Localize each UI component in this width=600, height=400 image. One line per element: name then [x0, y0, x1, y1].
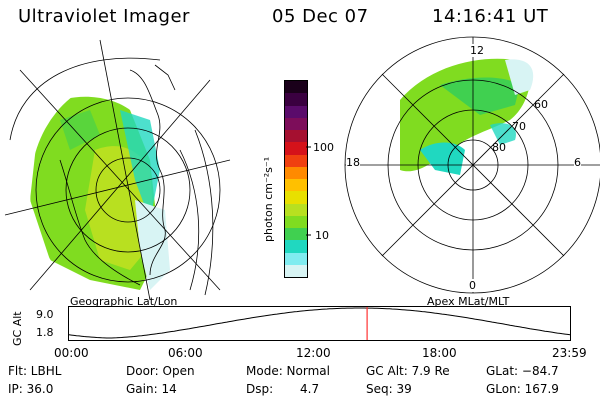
door-info: Door: Open: [126, 364, 195, 378]
colorbar-segment: [285, 203, 307, 216]
dsp-label: Dsp:: [246, 382, 274, 396]
aurora-image: [30, 96, 170, 290]
glon-info: GLon: 167.9: [486, 382, 559, 396]
colorbar-tick-100: 100: [313, 141, 334, 154]
geographic-map-label: Geographic Lat/Lon: [70, 295, 178, 308]
colorbar-segment: [285, 117, 307, 130]
colorbar-segment: [285, 252, 307, 265]
lat-label-80: 80: [492, 141, 506, 154]
ip-info: IP: 36.0: [8, 382, 54, 396]
date-label: 05 Dec 07: [272, 6, 369, 27]
altitude-ylabel: GC Alt: [11, 311, 24, 346]
glat-info: GLat: −84.7: [486, 364, 559, 378]
dsp-value: 4.7: [300, 382, 320, 396]
xtick-1200: 12:00: [296, 346, 331, 360]
colorbar-segment: [285, 264, 307, 277]
altitude-plot: [68, 306, 571, 341]
colorbar-segment: [285, 228, 307, 241]
mode-info: Mode: Normal: [246, 364, 330, 378]
mlt-label-18: 18: [346, 156, 360, 169]
colorbar-segment: [285, 166, 307, 179]
geographic-map: [4, 39, 231, 301]
lat-label-60: 60: [534, 98, 548, 111]
apex-polar-plot: [344, 36, 600, 294]
coastline: [59, 64, 176, 286]
lat-lon-grid: [4, 39, 231, 301]
polar-grid: [344, 36, 600, 294]
xtick-0600: 06:00: [168, 346, 203, 360]
mlt-label-6: 6: [574, 156, 581, 169]
apex-map-label: Apex MLat/MLT: [427, 295, 510, 308]
seq-info: Seq: 39: [366, 382, 412, 396]
lat-label-70: 70: [512, 120, 526, 133]
colorbar-segment: [285, 191, 307, 204]
colorbar-segment: [285, 81, 307, 94]
gc-alt-info: GC Alt: 7.9 Re: [366, 364, 450, 378]
mlt-label-0: 0: [469, 279, 476, 292]
colorbar-unit-label: photon cm⁻²s⁻¹: [262, 156, 275, 242]
gain-info: Gain: 14: [126, 382, 177, 396]
mlt-label-12: 12: [470, 44, 484, 57]
colorbar-segment: [285, 93, 307, 106]
altitude-ytick-max: 9.0: [36, 308, 54, 321]
colorbar-segment: [285, 240, 307, 253]
altitude-curve: [68, 307, 571, 339]
aurora-image: [400, 58, 534, 175]
xtick-0000: 00:00: [54, 346, 89, 360]
xtick-1800: 18:00: [422, 346, 457, 360]
colorbar-axis: [306, 146, 311, 236]
altitude-ytick-min: 1.8: [36, 326, 54, 339]
colorbar-segment: [285, 154, 307, 167]
colorbar-segment: [285, 179, 307, 192]
colorbar-segment: [285, 142, 307, 155]
colorbar-segment: [285, 105, 307, 118]
colorbar-tick-10: 10: [315, 229, 329, 242]
instrument-title: Ultraviolet Imager: [18, 6, 190, 27]
colorbar: [284, 80, 308, 278]
filter-info: Flt: LBHL: [8, 364, 62, 378]
colorbar-segment: [285, 130, 307, 143]
colorbar-segment: [285, 215, 307, 228]
xtick-2359: 23:59: [552, 346, 587, 360]
time-label: 14:16:41 UT: [432, 6, 549, 27]
